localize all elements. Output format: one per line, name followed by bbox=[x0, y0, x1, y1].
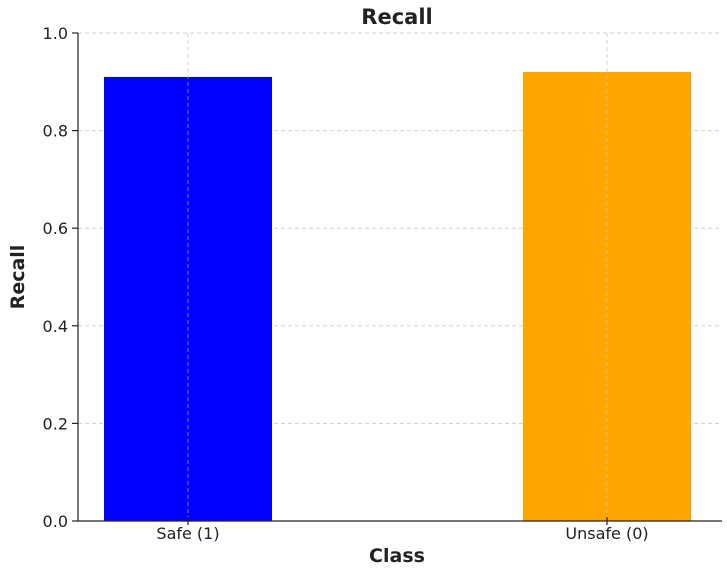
chart-title: Recall bbox=[361, 5, 432, 29]
y-tick-label: 0.6 bbox=[43, 219, 68, 238]
y-tick-label: 0.4 bbox=[43, 317, 68, 336]
x-axis-label: Class bbox=[369, 545, 425, 567]
y-tick-label: 0.0 bbox=[43, 512, 68, 531]
y-axis-label: Recall bbox=[7, 245, 29, 310]
y-tick-label: 0.2 bbox=[43, 414, 68, 433]
axis-layer bbox=[77, 33, 722, 522]
y-tick-label: 0.8 bbox=[43, 122, 68, 141]
x-tick-label: Safe (1) bbox=[156, 524, 219, 543]
x-tick-label: Unsafe (0) bbox=[565, 524, 648, 543]
y-tick-label: 1.0 bbox=[43, 24, 68, 43]
tick-layer: 0.0 0.2 0.4 0.6 0.8 1.0 Safe (1) Unsafe (0) bbox=[43, 24, 649, 543]
bar-layer bbox=[104, 33, 691, 522]
